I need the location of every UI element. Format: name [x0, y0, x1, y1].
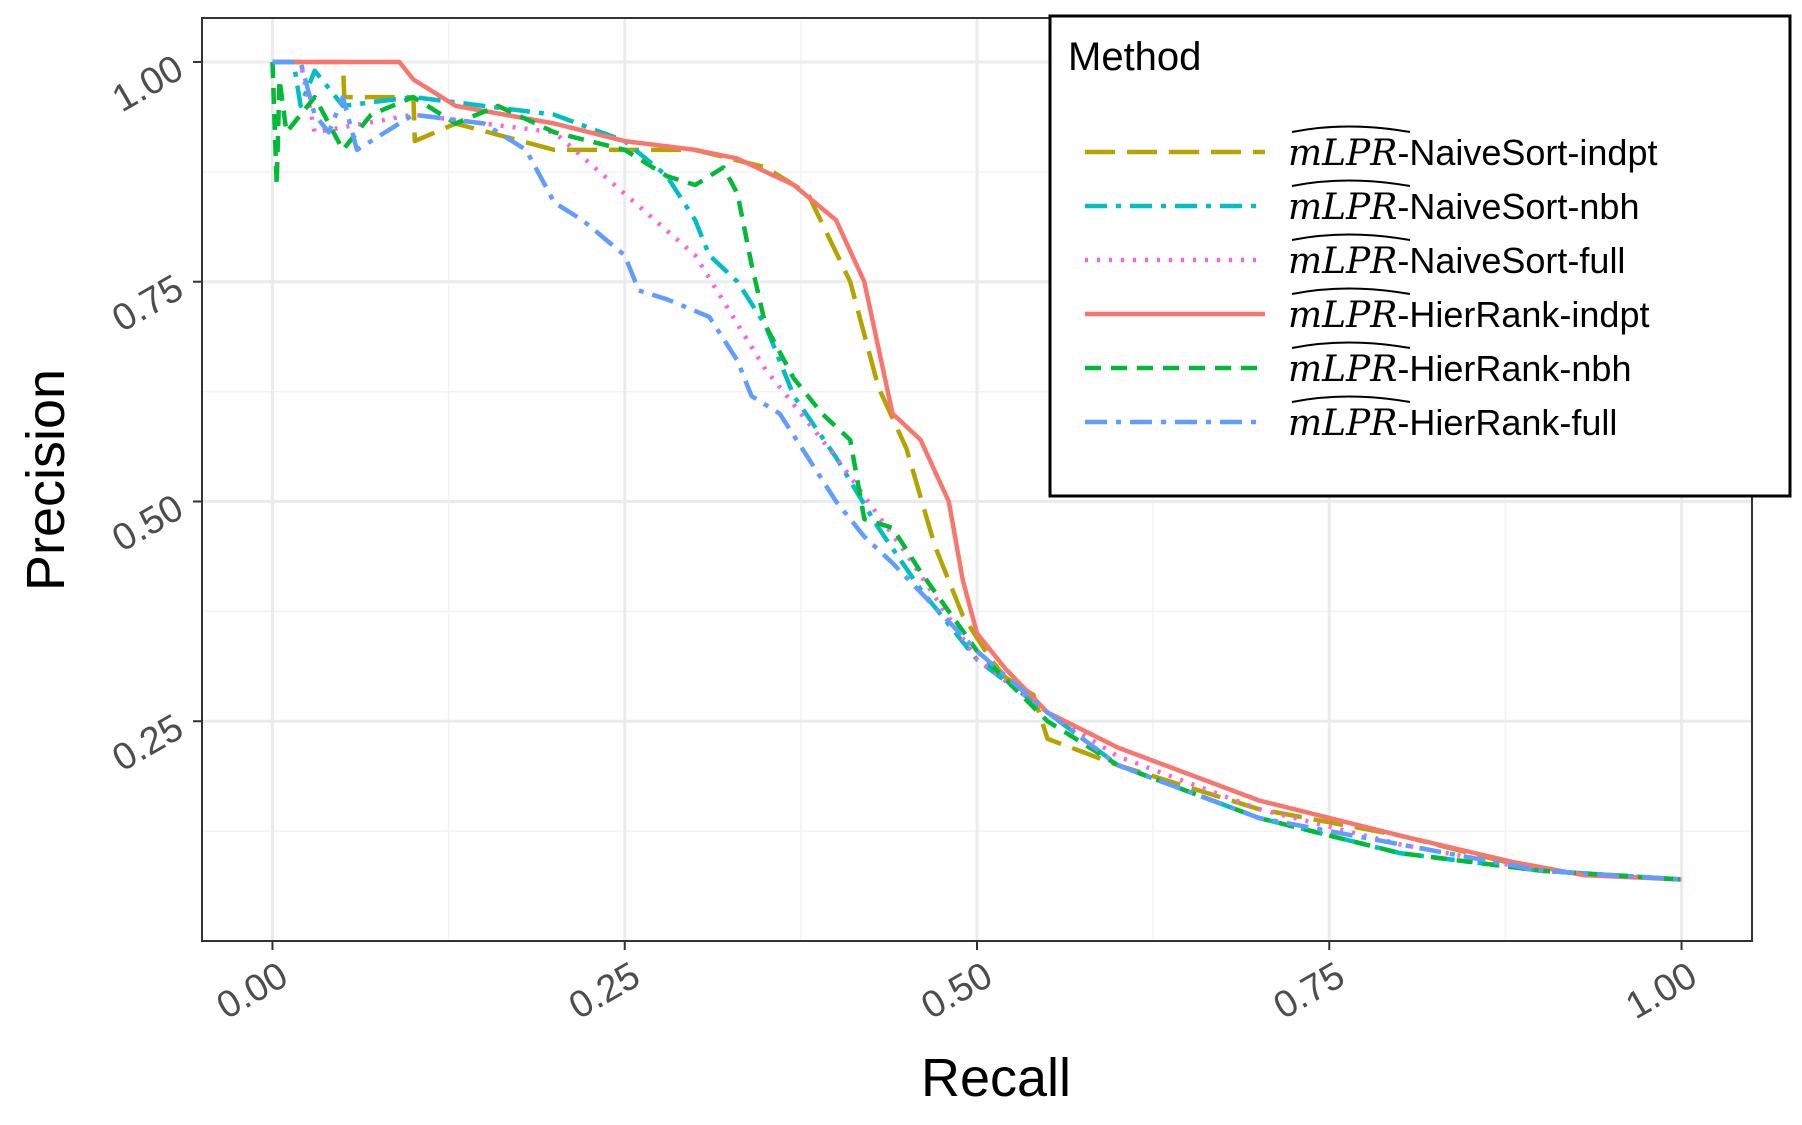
- y-tick-label: 0.50: [105, 487, 190, 560]
- legend-label: mLPR-HierRank-indpt: [1288, 294, 1649, 336]
- x-tick-label: 0.25: [562, 954, 647, 1027]
- y-axis-title: Precision: [16, 369, 76, 591]
- legend: Method mLPR-NaiveSort-indptmLPR-NaiveSor…: [1048, 14, 1792, 498]
- legend-hat-mark: [1291, 287, 1411, 295]
- legend-hat-mark: [1291, 395, 1411, 403]
- legend-label: mLPR-NaiveSort-indpt: [1288, 132, 1657, 174]
- series-line-mlpr-hierrank-nbh: [270, 61, 1682, 882]
- legend-label: mLPR-HierRank-full: [1288, 402, 1617, 444]
- y-tick-label: 1.00: [105, 47, 190, 120]
- x-axis-title: Recall: [921, 1048, 1071, 1108]
- legend-items: mLPR-NaiveSort-indpt mLPR-NaiveSort-nbh mL…: [1085, 125, 1657, 444]
- legend-label: mLPR-HierRank-nbh: [1288, 348, 1631, 390]
- legend-hat-mark: [1291, 341, 1411, 349]
- legend-label: mLPR-NaiveSort-nbh: [1288, 186, 1639, 228]
- legend-title: Method: [1068, 35, 1201, 79]
- legend-hat-mark: [1291, 233, 1411, 241]
- legend-hat-mark: [1291, 125, 1411, 133]
- x-tick-label: 0.00: [210, 954, 295, 1027]
- y-tick-label: 0.25: [105, 707, 190, 780]
- series-line-mlpr-naivesort-indpt: [272, 59, 1682, 882]
- legend-hat-mark: [1291, 179, 1411, 187]
- series-line-mlpr-hierrank-indpt: [272, 59, 1682, 882]
- series-line-mlpr-naivesort-full: [272, 59, 1682, 882]
- legend-label: mLPR-NaiveSort-full: [1288, 240, 1625, 282]
- y-tick-label: 0.75: [105, 267, 190, 340]
- legend-box: [1048, 14, 1792, 498]
- x-tick-label: 1.00: [1619, 954, 1704, 1027]
- x-tick-label: 0.75: [1267, 954, 1352, 1027]
- x-tick-label: 0.50: [914, 954, 999, 1027]
- series-line-mlpr-hierrank-full: [272, 59, 1682, 882]
- series-layer: [270, 59, 1682, 882]
